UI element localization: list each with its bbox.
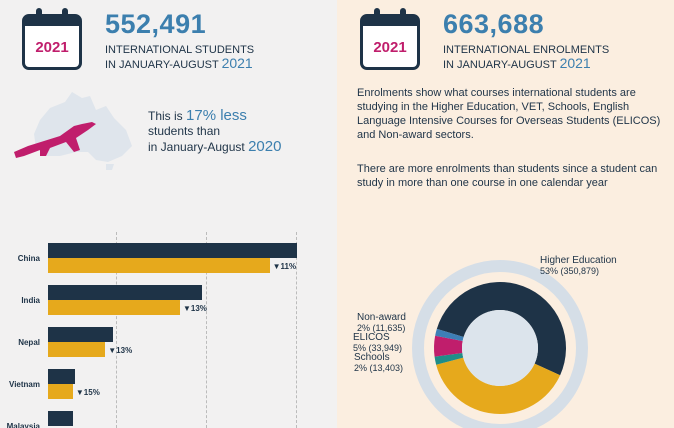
bar-category-label: Vietnam	[9, 380, 40, 389]
gridline	[296, 232, 297, 428]
donut-label-value: 53% (350,879)	[540, 266, 600, 276]
enrolments-total: 663,688	[443, 9, 545, 39]
calendar-year: 2021	[373, 39, 407, 56]
students-total: 552,491	[105, 9, 207, 39]
bar-category-label: Malaysia	[6, 422, 40, 428]
donut-label-name: Schools	[354, 352, 390, 363]
donut-label: Higher Education 53% (350,879)	[540, 255, 617, 277]
bar-category-label: India	[21, 296, 40, 305]
bar-category-label: Nepal	[18, 338, 40, 347]
bar-2021	[48, 342, 106, 357]
students-caption: INTERNATIONAL STUDENTS IN JANUARY-AUGUST…	[105, 44, 255, 71]
donut-label-value: 2% (11,635)	[357, 323, 406, 333]
enrolments-note: There are more enrolments than students …	[357, 163, 658, 189]
bar-2020	[48, 285, 203, 300]
sector-donut-chart	[412, 260, 588, 428]
bar-2021	[48, 300, 180, 315]
bar-change-label: ▼15%	[75, 388, 100, 397]
bar-2020	[48, 243, 297, 258]
airplane-icon	[14, 122, 96, 158]
donut-slice	[435, 328, 464, 341]
donut-ring-decoration	[412, 260, 588, 428]
donut-slice	[436, 282, 566, 376]
donut-label-name: Higher Education	[540, 255, 617, 266]
bar-2021	[48, 384, 73, 399]
donut-slice	[436, 357, 561, 414]
calendar-icon: 2021	[360, 8, 422, 70]
calendar-icon: 2021	[22, 8, 84, 70]
donut-hole	[462, 310, 538, 386]
bar-2021	[48, 258, 270, 273]
bar-2020	[48, 327, 113, 342]
bar-category-label: China	[17, 254, 40, 263]
donut-label-value: 2% (13,403)	[354, 363, 404, 373]
bar-2020	[48, 369, 76, 384]
donut-label-value: 5% (33,949)	[353, 343, 403, 353]
gridline	[116, 232, 117, 428]
donut-label: Non-award 2% (11,635)	[357, 312, 406, 334]
bar-2020	[48, 411, 73, 426]
donut-label-name: Non-award	[357, 312, 406, 323]
enrolments-explanation: Enrolments show what courses internation…	[357, 87, 661, 141]
donut-label: Schools 2% (13,403)	[354, 352, 403, 374]
donut-slice	[434, 335, 463, 357]
calendar-year: 2021	[35, 39, 69, 56]
enrolments-caption: INTERNATIONAL ENROLMENTS IN JANUARY-AUGU…	[443, 44, 610, 71]
donut-label-name: ELICOS	[353, 332, 390, 343]
bar-change-label: ▼13%	[108, 346, 133, 355]
bar-change-label: ▼13%	[182, 304, 207, 313]
donut-slice	[434, 352, 464, 365]
gridline	[206, 232, 207, 428]
bar-change-label: ▼11%	[272, 262, 297, 271]
donut-label: ELICOS 5% (33,949)	[353, 332, 402, 354]
comparison-text: This is 17% less students than in Januar…	[148, 107, 282, 155]
